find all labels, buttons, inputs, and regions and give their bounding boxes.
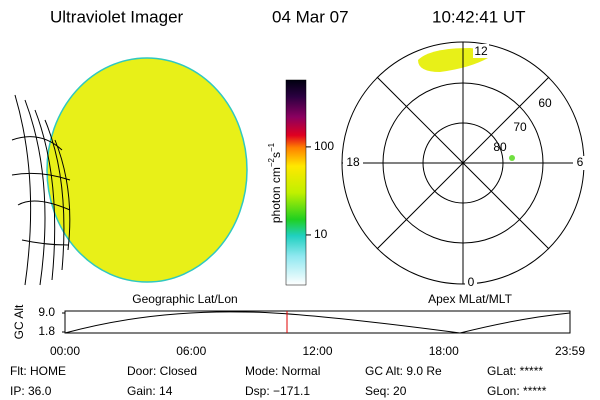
- title: Ultraviolet Imager: [50, 7, 184, 26]
- grid-overlay: [11, 94, 71, 286]
- panel-title: Geographic Lat/Lon: [132, 292, 237, 306]
- y-tick-label: 9.0: [38, 305, 55, 319]
- y-tick-label: 1.8: [38, 324, 55, 338]
- earth-disk: [46, 57, 248, 283]
- x-tick-label: 18:00: [429, 344, 459, 358]
- plot-frame: [64, 310, 571, 334]
- lat-label: 80: [493, 140, 507, 154]
- colorbar-label: photon cm−2s−1: [267, 142, 283, 223]
- x-tick-label: 23:59: [555, 344, 585, 358]
- colorbar: photon cm−2s−1: [267, 79, 307, 286]
- axis-label: GC Alt: [12, 304, 26, 339]
- mlt-label: 6: [577, 155, 584, 169]
- exp: −1: [267, 142, 276, 152]
- aurora: [418, 48, 489, 72]
- altitude-curve: [64, 311, 571, 334]
- status-field: GLat: *****: [487, 364, 543, 378]
- tick-label: 100: [314, 139, 334, 153]
- x-tick-label: 12:00: [302, 344, 332, 358]
- mlt-label: 12: [474, 44, 488, 58]
- exp: −2: [267, 157, 276, 167]
- status-field: Gain: 14: [127, 384, 173, 398]
- spot: [509, 155, 515, 161]
- unit: photon cm: [269, 167, 283, 223]
- mlt-label: 18: [346, 155, 360, 169]
- polar-plot: 12 6 18 0 60 70 80: [341, 41, 587, 290]
- unit: s: [269, 152, 283, 158]
- x-tick-label: 00:00: [50, 344, 80, 358]
- lat-label: 70: [513, 120, 527, 134]
- panel-title: Apex MLat/MLT: [428, 292, 512, 306]
- colorbar-scale: [285, 79, 307, 286]
- altitude-plot: Geographic Lat/Lon Apex MLat/MLT GC Alt: [12, 292, 571, 339]
- status-field: Mode: Normal: [245, 364, 320, 378]
- mlt-label: 0: [468, 275, 475, 289]
- status-field: GC Alt: 9.0 Re: [365, 364, 442, 378]
- date: 04 Mar 07: [272, 7, 349, 26]
- earth-image: [11, 57, 248, 286]
- status-field: Door: Closed: [127, 364, 197, 378]
- x-tick-label: 06:00: [176, 344, 206, 358]
- lat-label: 60: [538, 96, 552, 110]
- status-field: Dsp: −171.1: [245, 384, 310, 398]
- tick-label: 10: [314, 227, 328, 241]
- status-field: IP: 36.0: [10, 384, 52, 398]
- status-field: Seq: 20: [365, 384, 407, 398]
- status-field: GLon: *****: [487, 384, 547, 398]
- status-field: Flt: HOME: [10, 364, 66, 378]
- time: 10:42:41 UT: [432, 7, 526, 26]
